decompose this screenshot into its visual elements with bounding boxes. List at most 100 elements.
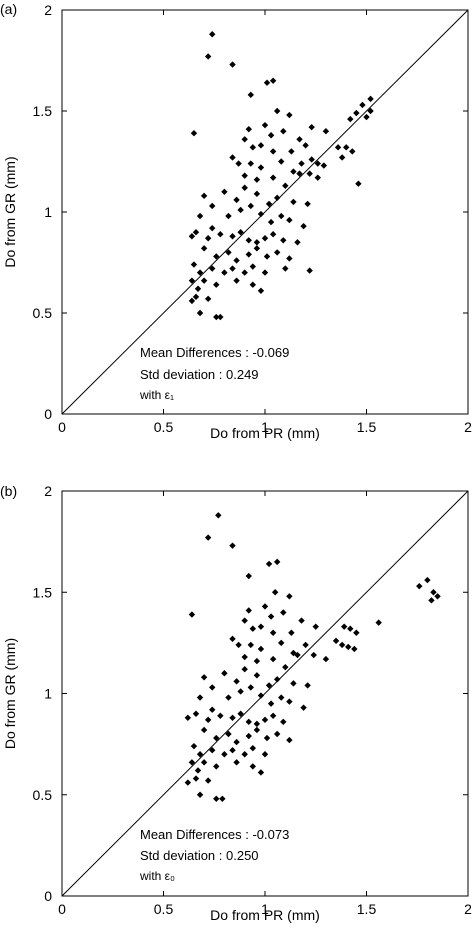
- data-point: [265, 560, 273, 568]
- data-point: [188, 611, 196, 618]
- data-point: [273, 194, 281, 202]
- y-tick-label: 1: [44, 204, 52, 220]
- data-point: [190, 130, 198, 137]
- data-point: [245, 607, 252, 614]
- data-point: [204, 295, 212, 303]
- y-tick-label: 0: [44, 406, 52, 422]
- y-axis-label: Do from GR (mm): [2, 156, 18, 267]
- data-point: [253, 245, 261, 252]
- panel-b: 0 0.5 1 1.5 2 0 0.5 1 1.5 2 Do from PR (mm) Do from…: [0, 483, 472, 923]
- data-point: [278, 212, 285, 220]
- data-point: [269, 148, 277, 155]
- x-axis-label: Do from PR (mm): [210, 907, 320, 923]
- data-point: [233, 277, 240, 284]
- data-point: [213, 795, 220, 802]
- data-point: [265, 682, 273, 689]
- data-point: [229, 747, 236, 754]
- data-point: [306, 170, 313, 177]
- panel-label: (b): [0, 483, 17, 499]
- reference-line-1to1: [61, 9, 469, 415]
- data-point: [286, 255, 293, 262]
- data-point: [314, 174, 321, 181]
- data-point: [340, 623, 348, 630]
- data-point: [237, 206, 244, 214]
- data-point: [213, 763, 220, 770]
- reference-line-1to1: [61, 490, 469, 897]
- data-point: [298, 617, 305, 624]
- data-point: [263, 253, 271, 260]
- data-point: [286, 593, 293, 600]
- data-point: [261, 603, 269, 610]
- data-point: [273, 107, 281, 115]
- data-point: [353, 629, 360, 636]
- data-point: [249, 144, 257, 151]
- data-point: [282, 663, 289, 671]
- data-point: [367, 95, 374, 103]
- data-point: [190, 742, 198, 750]
- x-tick-label: 2: [464, 901, 472, 917]
- data-point: [267, 132, 275, 139]
- data-point: [241, 666, 248, 673]
- data-point: [267, 613, 275, 620]
- data-point: [257, 623, 265, 630]
- data-point: [192, 710, 200, 717]
- data-point: [245, 125, 252, 133]
- data-point: [204, 777, 212, 784]
- data-point: [245, 572, 252, 580]
- data-point: [200, 759, 208, 766]
- data-point: [237, 688, 244, 695]
- data-point: [249, 744, 257, 752]
- data-point: [249, 763, 257, 770]
- data-point: [200, 726, 208, 734]
- x-tick-label: 1: [261, 901, 269, 917]
- annotation-text: Std deviation : 0.249: [140, 367, 259, 382]
- data-point: [363, 113, 370, 121]
- data-point: [263, 79, 271, 86]
- data-point: [280, 128, 287, 135]
- data-point: [296, 136, 303, 143]
- data-point: [229, 265, 236, 272]
- data-point: [247, 641, 254, 649]
- data-point: [280, 609, 287, 616]
- data-point: [225, 249, 232, 256]
- y-tick-label: 0: [44, 888, 52, 904]
- data-point: [241, 172, 248, 179]
- data-point: [355, 180, 362, 187]
- data-point: [320, 162, 328, 169]
- data-point: [273, 249, 281, 256]
- data-point: [310, 651, 317, 659]
- data-point: [200, 245, 208, 252]
- data-point: [213, 281, 220, 288]
- data-point: [213, 253, 220, 260]
- panel-a: 0 0.5 1 1.5 2 0 0.5 1 1.5 2 Do from PR (mm) Do from…: [0, 1, 472, 441]
- data-point: [304, 682, 311, 689]
- data-point: [375, 619, 382, 626]
- data-point: [359, 101, 366, 109]
- data-point: [257, 142, 265, 149]
- data-point: [338, 154, 346, 161]
- data-point: [209, 31, 216, 38]
- data-point: [302, 142, 309, 149]
- data-point: [241, 751, 248, 758]
- data-point: [282, 265, 289, 272]
- data-point: [196, 269, 204, 276]
- data-point: [269, 174, 277, 181]
- data-point: [416, 582, 423, 590]
- data-point: [229, 635, 236, 643]
- data-point: [434, 593, 441, 600]
- data-point: [312, 623, 319, 630]
- data-point: [280, 718, 287, 726]
- data-point: [215, 512, 222, 519]
- data-point: [269, 77, 277, 84]
- data-point: [302, 641, 309, 649]
- data-point: [296, 170, 303, 177]
- data-point: [192, 229, 200, 236]
- data-point: [288, 629, 295, 636]
- data-point: [204, 53, 212, 60]
- data-point: [184, 714, 192, 721]
- data-point: [237, 710, 244, 717]
- data-point: [271, 589, 279, 596]
- y-tick-label: 0.5: [33, 305, 53, 321]
- data-point: [253, 726, 261, 734]
